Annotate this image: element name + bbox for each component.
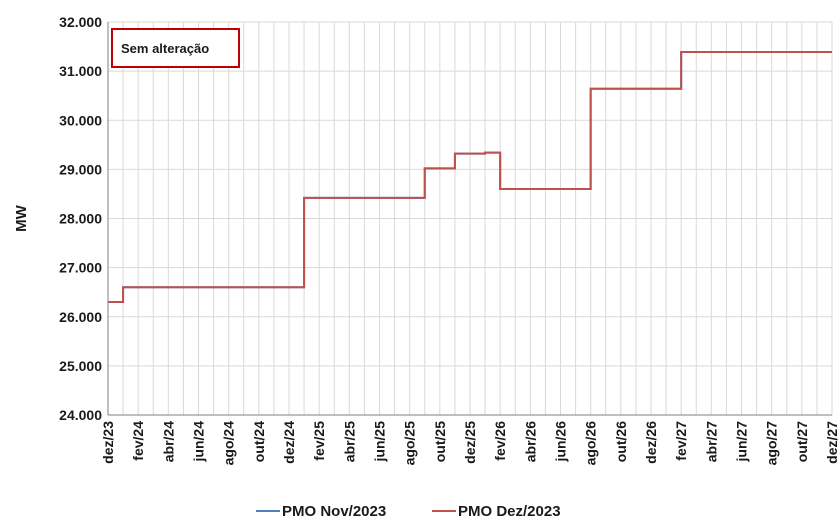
y-tick-label: 24.000 [59, 407, 102, 423]
y-tick-label: 31.000 [59, 63, 102, 79]
y-tick-label: 29.000 [59, 161, 102, 177]
y-axis-label: MW [13, 204, 30, 231]
x-tick-label: abr/27 [703, 421, 719, 462]
x-tick-label: ago/25 [402, 421, 418, 466]
legend-label: PMO Nov/2023 [282, 503, 386, 520]
y-tick-label: 26.000 [59, 309, 102, 325]
x-tick-label: ago/26 [583, 421, 599, 466]
x-tick-label: dez/23 [100, 421, 116, 464]
y-tick-labels: 24.000 25.000 26.000 27.000 28.000 29.000 30.0… [59, 14, 102, 423]
annotation-text: Sem alteração [121, 41, 209, 56]
y-tick-label: 32.000 [59, 14, 102, 30]
x-tick-label: fev/27 [673, 421, 689, 461]
x-tick-label: jun/25 [372, 421, 388, 463]
x-tick-label: out/27 [794, 421, 810, 462]
x-tick-label: abr/25 [341, 421, 357, 462]
x-tick-label: fev/25 [311, 421, 327, 461]
axes [107, 22, 832, 416]
x-tick-label: abr/26 [522, 421, 538, 462]
annotation-box: Sem alteração [111, 28, 240, 68]
x-tick-label: abr/24 [160, 421, 176, 462]
x-tick-label: ago/24 [221, 421, 237, 466]
x-tick-labels: dez/23 fev/24 abr/24 jun/24 ago/24 out/24 dez/… [100, 421, 840, 466]
x-tick-label: ago/27 [764, 421, 780, 466]
x-tick-label: dez/24 [281, 421, 297, 464]
x-tick-label: jun/26 [553, 421, 569, 463]
x-tick-label: dez/27 [824, 421, 840, 464]
x-tick-label: dez/25 [462, 421, 478, 464]
x-tick-label: jun/27 [734, 421, 750, 463]
x-tick-label: fev/26 [492, 421, 508, 461]
x-tick-label: out/26 [613, 421, 629, 462]
series-layer [108, 50, 832, 304]
grid-lines [107, 21, 833, 416]
x-tick-label: fev/24 [130, 421, 146, 461]
legend: PMO Nov/2023 PMO Dez/2023 [256, 503, 561, 520]
x-tick-label: out/24 [251, 421, 267, 462]
legend-label: PMO Dez/2023 [458, 503, 561, 520]
x-tick-label: dez/26 [643, 421, 659, 464]
y-tick-label: 25.000 [59, 358, 102, 374]
annotation-border [111, 28, 240, 68]
x-tick-label: jun/24 [191, 421, 207, 463]
series-line-1 [108, 50, 832, 304]
y-tick-label: 27.000 [59, 260, 102, 276]
y-tick-label: 30.000 [59, 112, 102, 128]
y-tick-label: 28.000 [59, 211, 102, 227]
x-tick-label: out/25 [432, 421, 448, 462]
